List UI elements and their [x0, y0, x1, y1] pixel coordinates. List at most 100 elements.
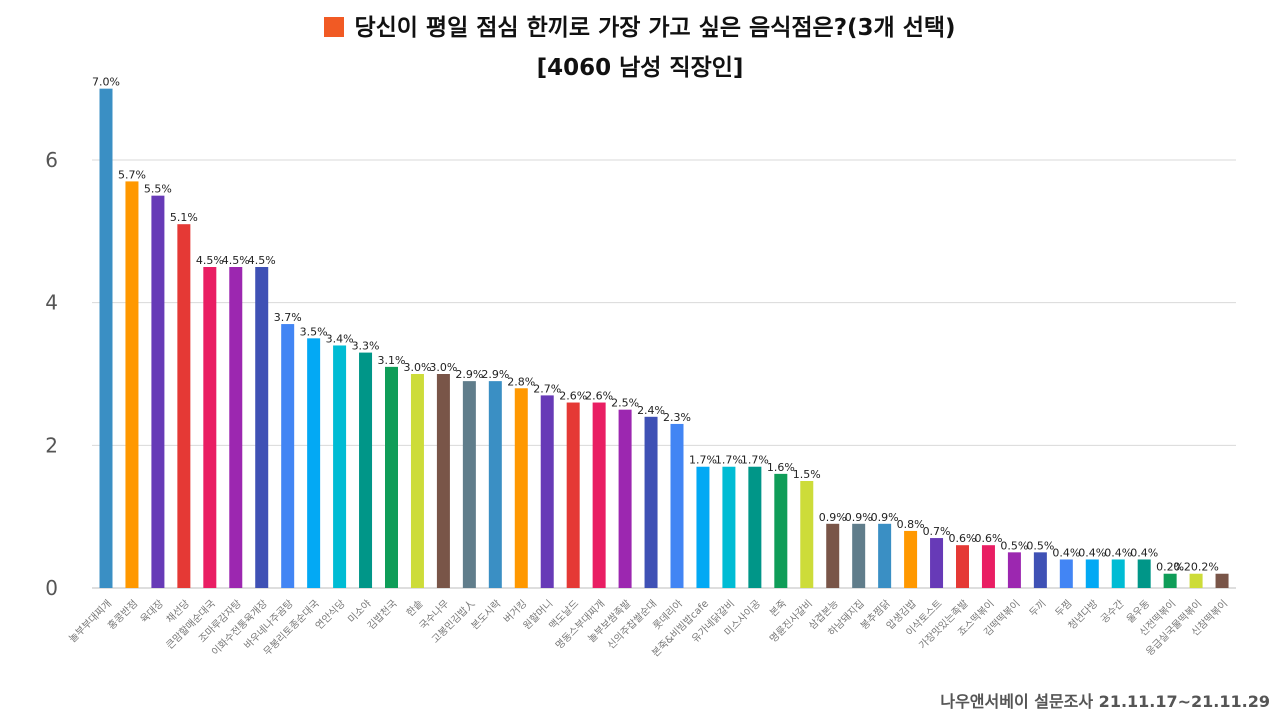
- data-label: 0.9%: [845, 511, 873, 524]
- x-tick-label: 공수간: [1098, 598, 1126, 626]
- bar: [1111, 559, 1125, 588]
- data-label: 4.5%: [222, 254, 250, 267]
- bar: [956, 545, 969, 588]
- bar: [462, 381, 476, 588]
- data-label: 2.6%: [585, 390, 613, 403]
- source-note: 나우앤서베이 설문조사 21.11.17~21.11.29: [940, 692, 1270, 711]
- data-label: 2.9%: [455, 368, 483, 381]
- data-label: 4.5%: [248, 254, 276, 267]
- bar: [385, 366, 398, 588]
- bar: [670, 423, 684, 588]
- data-label: 0.9%: [819, 511, 847, 524]
- bar: [229, 267, 243, 588]
- bar: [255, 267, 269, 588]
- bar: [878, 523, 892, 588]
- bar: [644, 416, 658, 588]
- data-label: 0.5%: [1000, 539, 1028, 552]
- bar: [307, 338, 321, 588]
- data-label: 5.7%: [118, 168, 146, 181]
- data-label: 5.5%: [144, 183, 172, 196]
- chart-title: 당신이 평일 점심 한끼로 가장 가고 싶은 음식점은?(3개 선택): [0, 8, 1280, 42]
- bar: [281, 324, 295, 588]
- bar: [99, 88, 113, 589]
- data-label: 3.5%: [300, 325, 328, 338]
- data-label: 3.1%: [378, 354, 406, 367]
- bar: [1215, 573, 1229, 588]
- bar: [514, 388, 528, 588]
- bar: [566, 402, 580, 588]
- data-label: 0.8%: [897, 518, 925, 531]
- data-label: 0.9%: [871, 511, 899, 524]
- bar: [930, 538, 944, 588]
- bar: [359, 352, 373, 588]
- data-label: 0.6%: [949, 532, 977, 545]
- bar: [125, 181, 139, 588]
- x-tick-label: 본죽: [767, 598, 789, 620]
- data-label: 3.4%: [326, 332, 354, 345]
- bar: [1085, 559, 1099, 588]
- data-label: 1.7%: [741, 454, 769, 467]
- bar: [1189, 573, 1203, 588]
- data-label: 4.5%: [196, 254, 224, 267]
- data-label: 5.1%: [170, 211, 198, 224]
- bar: [177, 224, 191, 588]
- bar: [696, 466, 710, 588]
- bar: [592, 402, 606, 588]
- bar: [748, 466, 762, 588]
- x-tick-label: 한솥: [404, 598, 426, 620]
- bar: [904, 530, 918, 588]
- bar: [1033, 552, 1047, 588]
- data-label: 0.4%: [1104, 546, 1132, 559]
- bar: [436, 374, 450, 588]
- y-tick-label: 4: [45, 291, 58, 315]
- data-label: 2.8%: [507, 375, 535, 388]
- bar: [618, 409, 632, 588]
- bar: [774, 473, 788, 588]
- data-label: 1.5%: [793, 468, 821, 481]
- chart-title-text: 당신이 평일 점심 한끼로 가장 가고 싶은 음식점은?(3개 선택): [354, 15, 956, 41]
- bar: [333, 345, 347, 588]
- data-label: 0.2%: [1156, 561, 1184, 574]
- data-label: 0.4%: [1130, 546, 1158, 559]
- bar: [1007, 552, 1021, 588]
- y-tick-label: 2: [45, 433, 58, 457]
- data-label: 1.7%: [715, 454, 743, 467]
- data-label: 2.6%: [559, 390, 587, 403]
- bar: [981, 545, 995, 588]
- data-label: 2.3%: [663, 411, 691, 424]
- bar: [151, 195, 165, 588]
- bar: [410, 374, 424, 588]
- bar: [826, 523, 840, 588]
- bar: [488, 381, 502, 588]
- x-tick-label: 두찜: [1053, 598, 1075, 620]
- data-label: 7.0%: [92, 76, 120, 89]
- data-label: 1.6%: [767, 461, 795, 474]
- data-label: 2.5%: [611, 397, 639, 410]
- bar: [540, 395, 554, 588]
- bar: [800, 481, 814, 588]
- data-label: 0.4%: [1078, 546, 1106, 559]
- data-label: 0.6%: [974, 532, 1002, 545]
- y-tick-label: 0: [45, 576, 58, 600]
- data-label: 3.3%: [352, 340, 380, 353]
- data-label: 2.7%: [533, 382, 561, 395]
- bar: [1137, 559, 1151, 588]
- title-marker-square: [324, 17, 345, 37]
- x-tick-label: 명륜진사갈비: [767, 597, 815, 645]
- x-tick-label: 육대장: [138, 598, 166, 626]
- data-label: 2.4%: [637, 404, 665, 417]
- data-label: 0.20.2%: [1173, 561, 1218, 574]
- bar: [1059, 559, 1073, 588]
- x-tick-label: 놀부부대찌개: [67, 598, 115, 646]
- bar: [203, 267, 217, 588]
- data-label: 2.9%: [481, 368, 509, 381]
- bar: [852, 523, 866, 588]
- chart-subtitle: [4060 남성 직장인]: [536, 55, 744, 81]
- data-label: 3.0%: [429, 361, 457, 374]
- x-tick-label: 두끼: [1027, 598, 1049, 620]
- data-label: 0.5%: [1026, 539, 1054, 552]
- data-label: 1.7%: [689, 454, 717, 467]
- y-tick-label: 6: [45, 148, 58, 172]
- bar: [1163, 573, 1177, 588]
